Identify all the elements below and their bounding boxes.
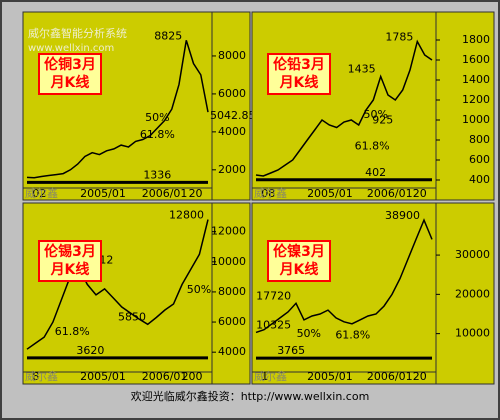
x-tick-label: 200 [182,370,203,383]
x-tick-label: 2005/01 [307,187,353,200]
x-tick-label: 2005/01 [80,370,126,383]
chart-title: 月K线 [279,261,319,278]
chart-title: 月K线 [50,261,90,278]
x-tick-label: 20 [189,187,203,200]
price-annotation: 1435 [348,63,376,76]
x-tick-label: 2005/01 [80,187,126,200]
level-label: 50% [363,108,387,121]
level-label: 50% [145,111,169,124]
panel [251,11,437,201]
axis-panel [435,202,495,385]
y-tick-label: 1600 [462,53,490,66]
y-tick-label: 6000 [218,315,246,328]
y-tick-label: 1800 [462,33,490,46]
price-annotation: 17720 [256,289,291,302]
price-annotation: 402 [365,166,386,179]
footer-text: 欢迎光临威尔鑫投资：http://www.wellxin.com [131,389,370,403]
y-tick-label: 4000 [218,345,246,358]
level-label: 61.8% [355,140,390,153]
level-label: 50% [187,283,211,296]
y-tick-label: 8000 [218,285,246,298]
level-label: 61.8% [140,128,175,141]
y-tick-label: 1000 [462,113,490,126]
x-tick-label: 2006/01 [367,187,413,200]
title-box [267,240,331,282]
chart-title: 伦铜3月 [44,56,96,73]
brand-watermark: 威尔鑫 [25,369,58,383]
chart-title: 伦锡3月 [44,243,96,260]
price-annotation: 12800 [169,209,204,222]
price-annotation: 3765 [277,344,305,357]
y-tick-label: 1200 [462,93,490,106]
axis-panel [435,11,495,201]
price-line [255,39,433,177]
chart-title: 月K线 [50,74,90,91]
y-tick-label: 4000 [218,125,246,138]
panel [22,11,213,201]
title-box [38,240,102,282]
panel [22,202,213,385]
y-tick-label: 10000 [211,255,246,268]
price-annotation: 3620 [76,344,104,357]
panel [251,202,437,385]
title-box [267,53,331,95]
chart-title: 伦铅3月 [273,56,325,73]
price-annotation: 8825 [154,29,182,42]
price-line [26,219,209,350]
y-tick-label: 10000 [455,327,490,340]
price-annotation: 5850 [118,310,146,323]
x-tick-label: 2006/01 [367,370,413,383]
price-annotation: 10325 [256,318,291,331]
y-tick-label: 600 [469,153,490,166]
level-label: 50% [297,327,321,340]
price-annotation: 38900 [385,209,420,222]
x-tick-label: 2006/01 [142,370,188,383]
x-tick-label: 08 [261,187,275,200]
level-label: 61.8% [335,328,370,341]
header-watermark: 威尔鑫智能分析系统 [28,26,127,40]
y-tick-label: 1400 [462,73,490,86]
level-label: 61.8% [55,325,90,338]
header-site: www.wellxin.com [28,43,114,54]
price-line [26,40,209,179]
price-line [255,218,433,334]
brand-watermark: 威尔鑫 [254,369,287,383]
y-tick-label: 800 [469,133,490,146]
y-tick-label: 20000 [455,287,490,300]
chart-title: 月K线 [279,74,319,91]
x-tick-label: 02 [32,187,46,200]
x-tick-label: 2006/01 [142,187,188,200]
y-tick-label: 400 [469,173,490,186]
x-tick-label: 20 [413,187,427,200]
price-annotation: 1336 [143,168,171,181]
x-tick-label: 8 [32,370,39,383]
y-tick-label: 2000 [218,163,246,176]
price-annotation: 1785 [385,31,413,44]
chart-title: 伦镍3月 [273,243,325,260]
x-tick-label: 1 [261,370,268,383]
title-box [38,53,102,95]
y-tick-label: 12000 [211,225,246,238]
axis-panel [211,202,251,385]
brand-watermark: 威尔鑫 [25,186,58,200]
y-tick-label: 30000 [455,248,490,261]
x-tick-label: 2005/01 [307,370,353,383]
price-annotation: 925 [372,114,393,127]
y-tick-label: 6000 [218,87,246,100]
x-tick-label: 20 [413,370,427,383]
brand-watermark: 威尔鑫 [254,186,287,200]
price-annotation: 5042.85 [210,109,256,122]
axis-panel [211,11,251,201]
y-tick-label: 8000 [218,49,246,62]
